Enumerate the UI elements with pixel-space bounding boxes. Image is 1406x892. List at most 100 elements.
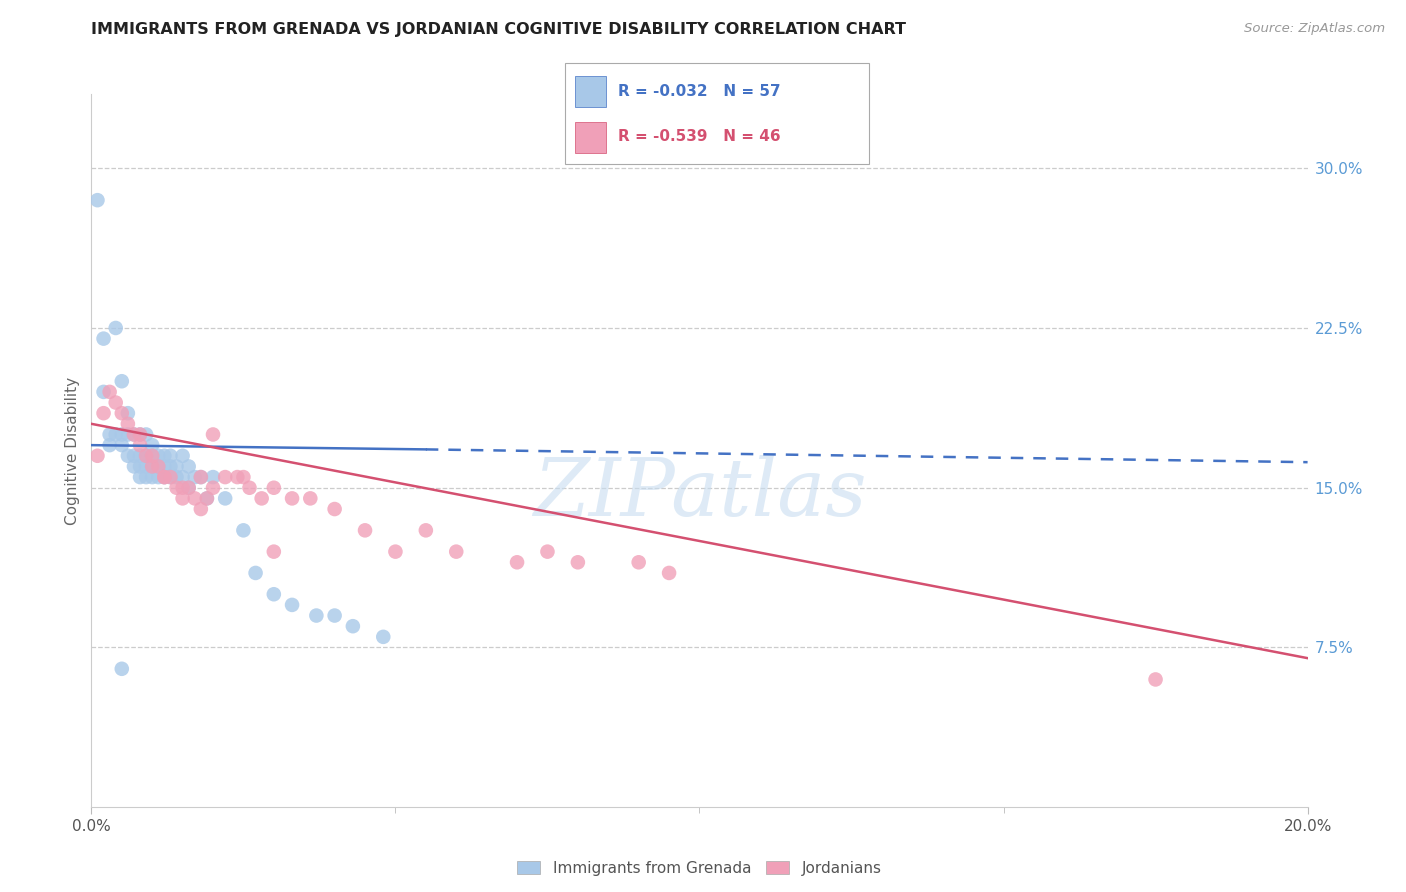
Point	[384, 544, 406, 558]
Point	[172, 491, 194, 506]
Point	[122, 449, 145, 463]
Point	[658, 566, 681, 580]
Point	[172, 481, 194, 495]
Point	[281, 491, 304, 506]
Point	[93, 332, 115, 346]
Point	[135, 459, 157, 474]
Point	[148, 449, 170, 463]
Point	[177, 481, 200, 495]
Point	[263, 481, 285, 495]
Point	[202, 470, 225, 484]
Point	[190, 470, 212, 484]
Point	[299, 491, 322, 506]
Point	[135, 427, 157, 442]
Point	[342, 619, 364, 633]
Point	[190, 502, 212, 516]
Point	[111, 662, 134, 676]
Point	[166, 470, 188, 484]
Point	[141, 438, 163, 452]
Point	[129, 427, 152, 442]
Point	[86, 193, 108, 207]
Point	[148, 470, 170, 484]
Point	[323, 608, 346, 623]
Point	[536, 544, 558, 558]
Point	[226, 470, 249, 484]
Point	[184, 470, 207, 484]
Point	[122, 427, 145, 442]
Point	[153, 470, 176, 484]
Point	[159, 470, 181, 484]
Point	[135, 449, 157, 463]
Text: ZIPatlas: ZIPatlas	[533, 455, 866, 532]
Point	[323, 502, 346, 516]
Point	[195, 491, 218, 506]
Bar	[575, 122, 606, 153]
Point	[444, 544, 467, 558]
Point	[148, 459, 170, 474]
FancyBboxPatch shape	[565, 63, 869, 164]
Point	[166, 459, 188, 474]
Text: IMMIGRANTS FROM GRENADA VS JORDANIAN COGNITIVE DISABILITY CORRELATION CHART: IMMIGRANTS FROM GRENADA VS JORDANIAN COG…	[91, 22, 907, 37]
Point	[159, 459, 181, 474]
Point	[190, 470, 212, 484]
Point	[104, 321, 127, 335]
Point	[238, 481, 260, 495]
Point	[1144, 673, 1167, 687]
Point	[214, 491, 236, 506]
Point	[98, 438, 121, 452]
Legend: Immigrants from Grenada, Jordanians: Immigrants from Grenada, Jordanians	[512, 855, 887, 881]
Point	[250, 491, 273, 506]
Point	[567, 555, 589, 569]
Point	[135, 470, 157, 484]
Point	[415, 524, 437, 538]
Point	[177, 459, 200, 474]
Point	[153, 449, 176, 463]
Point	[214, 470, 236, 484]
Point	[141, 449, 163, 463]
Point	[93, 406, 115, 420]
Point	[117, 449, 139, 463]
Point	[305, 608, 328, 623]
Point	[104, 427, 127, 442]
Point	[111, 438, 134, 452]
Point	[354, 524, 377, 538]
Point	[153, 459, 176, 474]
Point	[166, 481, 188, 495]
Point	[122, 427, 145, 442]
Point	[98, 427, 121, 442]
Point	[263, 544, 285, 558]
Bar	[575, 76, 606, 106]
Point	[373, 630, 395, 644]
Point	[104, 395, 127, 409]
Point	[232, 470, 254, 484]
Point	[141, 470, 163, 484]
Point	[111, 406, 134, 420]
Point	[159, 449, 181, 463]
Point	[281, 598, 304, 612]
Point	[129, 427, 152, 442]
Point	[232, 524, 254, 538]
Text: R = -0.539   N = 46: R = -0.539 N = 46	[619, 128, 780, 144]
Point	[117, 427, 139, 442]
Point	[153, 470, 176, 484]
Point	[117, 406, 139, 420]
Text: Source: ZipAtlas.com: Source: ZipAtlas.com	[1244, 22, 1385, 36]
Point	[159, 470, 181, 484]
Point	[202, 427, 225, 442]
Point	[141, 459, 163, 474]
Point	[135, 449, 157, 463]
Point	[245, 566, 267, 580]
Point	[627, 555, 650, 569]
Point	[263, 587, 285, 601]
Point	[141, 449, 163, 463]
Point	[129, 459, 152, 474]
Text: R = -0.032   N = 57: R = -0.032 N = 57	[619, 84, 780, 99]
Point	[129, 438, 152, 452]
Point	[98, 384, 121, 399]
Point	[111, 427, 134, 442]
Point	[148, 459, 170, 474]
Point	[86, 449, 108, 463]
Point	[195, 491, 218, 506]
Point	[141, 459, 163, 474]
Point	[172, 449, 194, 463]
